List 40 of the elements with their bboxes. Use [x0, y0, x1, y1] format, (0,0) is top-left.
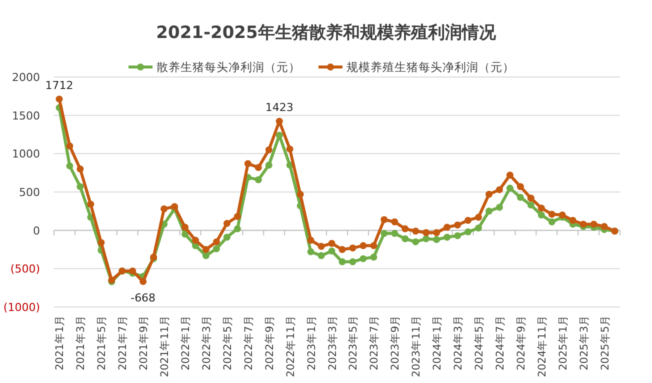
x-tick-label: 2024年7月	[494, 315, 506, 370]
x-tick-label: 2021年3月	[75, 315, 88, 370]
x-tick-label: 2025年5月	[599, 315, 612, 370]
y-tick-label: 2000	[12, 71, 40, 84]
x-tick-label: 2021年9月	[138, 315, 150, 370]
y-tick-label: 500	[19, 186, 40, 199]
legend-label: 规模养殖生猪每头净利润（元）	[346, 60, 514, 74]
data-label: -668	[130, 292, 156, 305]
x-tick-label: 2022年3月	[200, 315, 213, 370]
legend-label: 散养生猪每头净利润（元）	[156, 60, 300, 74]
data-label: 1712	[45, 79, 74, 92]
x-tick-label: 2023年9月	[390, 315, 402, 370]
x-tick-label: 2023年7月	[368, 315, 381, 370]
chart-title: 2021-2025年生猪散养和规模养殖利润情况	[156, 23, 497, 43]
x-tick-label: 2024年5月	[474, 315, 486, 370]
x-tick-label: 2022年7月	[242, 315, 255, 370]
x-tick-label: 2024年11月	[536, 315, 548, 378]
x-tick-label: 2025年3月	[578, 315, 590, 370]
x-tick-label: 2024年9月	[515, 315, 528, 370]
x-tick-label: 2024年3月	[452, 315, 465, 370]
x-tick-label: 2022年9月	[264, 315, 276, 370]
x-tick-label: 2025年1月	[557, 315, 570, 370]
data-label: 1423	[265, 101, 294, 114]
x-tick-label: 2021年1月	[54, 315, 66, 370]
x-tick-label: 2022年11月	[284, 315, 297, 378]
y-tick-label: 1000	[12, 148, 40, 161]
x-tick-label: 2023年3月	[326, 315, 339, 370]
x-tick-label: 2024年1月	[432, 315, 444, 370]
x-tick-label: 2022年5月	[222, 315, 234, 370]
y-tick-label: 0	[33, 224, 40, 238]
x-tick-label: 2022年1月	[180, 315, 192, 370]
x-tick-label: 2023年1月	[306, 315, 318, 370]
x-tick-label: 2023年5月	[348, 315, 360, 370]
y-tick-label: (500)	[10, 262, 40, 276]
y-tick-label: 1500	[12, 109, 40, 122]
y-tick-label: (1000)	[3, 301, 40, 314]
x-tick-label: 2023年11月	[410, 315, 423, 378]
x-tick-label: 2021年7月	[117, 315, 130, 370]
x-tick-label: 2021年5月	[96, 315, 108, 370]
x-tick-label: 2021年11月	[159, 315, 172, 378]
